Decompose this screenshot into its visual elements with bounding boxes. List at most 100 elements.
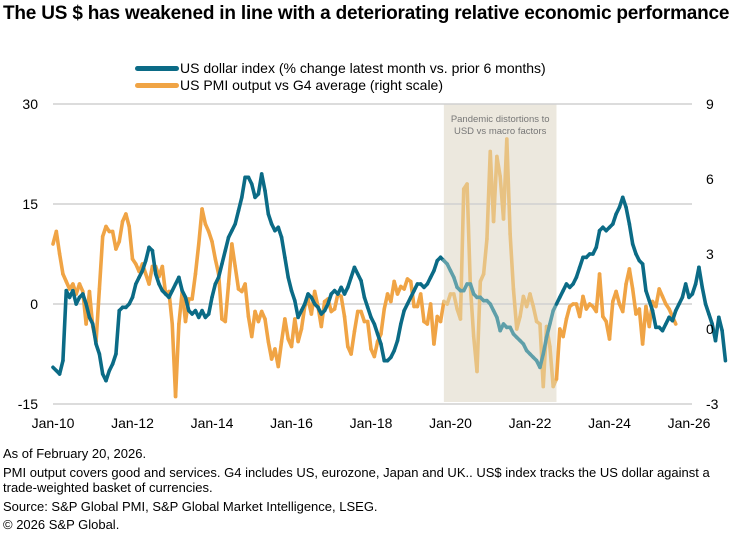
pmi-line-segment [312,289,320,309]
pmi-line-segment [614,289,622,306]
pmi-line-segment [627,267,635,291]
pmi-line-segment [299,304,307,331]
legend-swatch-usd [135,66,179,71]
pmi-line-segment [249,309,257,339]
pmi-line-segment [491,154,499,224]
pmi-line-segment [597,272,605,319]
note-description: PMI output covers good and services. G4 … [3,464,710,496]
usd-line-segment [359,278,367,300]
pmi-line-segment [352,309,360,334]
y-right-tick-label: 6 [706,171,714,187]
usd-line-segment [283,255,290,280]
pmi-line-segment [210,239,218,261]
pmi-line-segment [200,207,208,226]
pmi-line-segment [465,182,473,289]
footnotes: As of February 20, 2026. PMI output cove… [3,446,744,536]
usd-line-segment [220,248,228,266]
usd-line-segment [210,282,218,300]
pmi-line-segment [160,264,168,296]
pmi-line-segment [554,327,562,381]
pmi-line-segment [528,292,536,309]
legend-item-usd: US dollar index (% change latest month v… [135,60,546,77]
usd-line-segment [286,275,294,293]
y-left-tick-label: 15 [22,196,38,212]
usd-line-segment [84,302,92,320]
pmi-line-segment [349,329,357,356]
pmi-line-segment [561,317,569,339]
pmi-line-segment [365,319,373,351]
usd-line-segment [683,282,691,300]
pmi-line-segment [233,264,241,291]
usd-line-segment [700,285,708,306]
usd-line-segment [263,188,271,216]
y-right-tick-label: 0 [706,321,714,337]
usd-line-segment [150,248,158,276]
x-tick-label: Jan-22 [509,415,552,431]
pmi-line-segment [342,314,350,349]
usd-line-segment [541,335,549,356]
pmi-line-segment [223,282,231,324]
usd-line-segment [97,352,105,376]
usd-line-segment [544,322,552,340]
pmi-line-segment [173,322,181,399]
usd-line-segment [548,308,555,326]
chart-title: The US $ has weakened in line with a det… [3,3,730,24]
pmi-line-segment [193,242,201,276]
usd-line-segment [206,295,214,316]
x-tick-label: Jan-10 [32,415,75,431]
usd-line-segment [627,222,635,246]
pmi-line-segment [458,187,466,321]
usd-line-segment [57,358,65,376]
usd-line-segment [538,352,546,370]
note-as-of: As of February 20, 2026. [3,446,147,461]
usd-line-segment [249,182,257,200]
pmi-line-segment [481,237,489,276]
usd-line-segment [594,228,602,250]
pmi-line-segment [276,339,284,369]
x-tick-label: Jan-14 [191,415,234,431]
pmi-line-segment [216,272,224,321]
x-tick-label: Jan-18 [350,415,393,431]
pmi-line-segment [452,292,459,311]
usd-line-segment [177,275,184,293]
x-tick-label: Jan-26 [668,415,711,431]
pmi-line-segment [379,307,387,336]
pmi-line-segment [432,314,440,346]
note-source: Source: S&P Global PMI, S&P Global Marke… [3,498,378,514]
usd-line-segment [90,322,98,346]
pmi-line-segment [372,339,380,359]
x-tick-label: Jan-12 [111,415,154,431]
usd-line-segment [259,172,267,193]
pmi-line-segment [117,219,125,244]
usd-line-segment [114,308,122,356]
legend-swatch-pmi [135,83,179,88]
y-left-tick-label: -15 [18,396,38,412]
usd-line-segment [183,295,191,313]
usd-line-segment [233,208,241,226]
pmi-line-segment [564,304,572,321]
pmi-line-segment [283,317,290,341]
pmi-line-segment [438,299,446,324]
pmi-line-segment [531,304,539,324]
y-left-tick-label: 30 [22,96,38,112]
legend-label-pmi: US PMI output vs G4 average (right scale… [180,77,443,93]
annotation-text-line2: USD vs macro factors [454,126,547,137]
usd-line-segment [640,262,648,293]
usd-line-segment [379,342,387,363]
pmi-line-segment [263,317,271,344]
usd-line-segment [240,175,247,200]
pmi-line-segment [339,294,347,319]
usd-line-segment [624,205,632,226]
pmi-line-segment [514,314,522,331]
pmi-line-segment [190,272,198,301]
pmi-line-segment [511,287,519,331]
y-right-tick-label: -3 [706,396,719,412]
pmi-line-segment [505,137,512,236]
pmi-line-segment [468,284,476,339]
pmi-line-segment [495,154,502,179]
y-right-tick-label: 9 [706,96,714,112]
pmi-line-segment [54,229,62,256]
usd-line-segment [279,235,287,260]
usd-line-segment [697,265,705,290]
y-right-tick-label: 3 [706,246,714,262]
